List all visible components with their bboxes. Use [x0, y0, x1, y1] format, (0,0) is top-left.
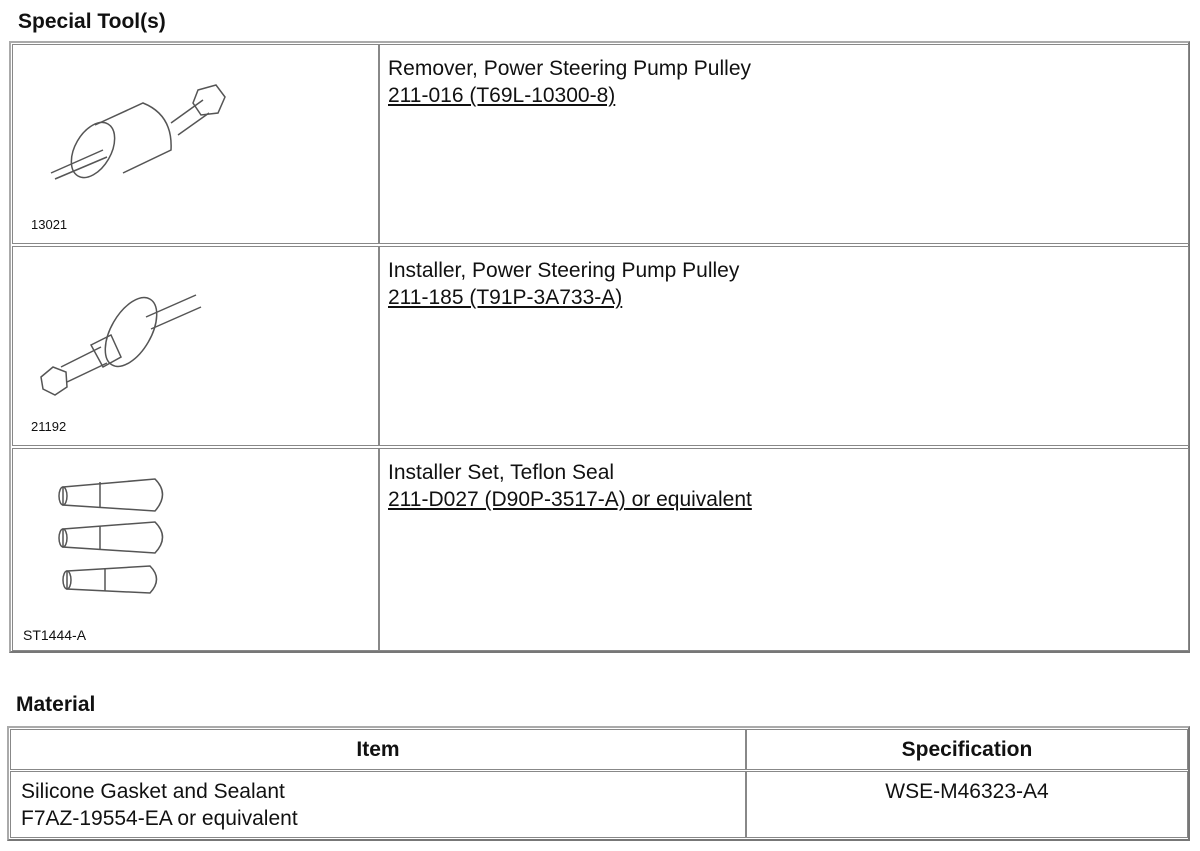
tool-part-suffix: or equivalent	[625, 488, 752, 511]
header-item-cell: Item	[10, 729, 746, 770]
tool-image-code: ST1444-A	[23, 627, 87, 643]
tool-description-cell: Remover, Power Steering Pump Pulley 211-…	[379, 44, 1189, 244]
material-title: Material	[16, 693, 96, 716]
tool-name: Installer, Power Steering Pump Pulley	[388, 259, 740, 282]
tool-image-cell: 13021	[12, 44, 379, 244]
tool-part-number-link[interactable]: 211-D027 (D90P-3517-A)	[388, 488, 626, 511]
tool-image-cell: 21192	[12, 246, 379, 446]
seal-installer-set-illustration	[58, 478, 164, 594]
pulley-remover-illustration	[50, 84, 226, 180]
tool-description-cell: Installer, Power Steering Pump Pulley 21…	[379, 246, 1189, 446]
material-item-name: Silicone Gasket and Sealant	[21, 780, 285, 803]
tool-image-code: 13021	[31, 217, 68, 232]
tool-part-line: 211-D027 (D90P-3517-A) or equivalent	[388, 486, 752, 513]
tool-part-line: 211-185 (T91P-3A733-A)	[388, 284, 622, 311]
tool-name: Installer Set, Teflon Seal	[388, 461, 615, 484]
pulley-installer-illustration	[40, 294, 202, 396]
header-item: Item	[356, 738, 400, 761]
tool-image-cell: ST1444-A	[12, 448, 379, 651]
material-table: Item Specification Silicone Gasket and S…	[7, 726, 1190, 841]
material-item-cell: Silicone Gasket and Sealant F7AZ-19554-E…	[10, 771, 746, 838]
tool-part-number-link[interactable]: 211-016 (T69L-10300-8)	[388, 84, 616, 107]
header-specification: Specification	[901, 738, 1033, 761]
tool-part-line: 211-016 (T69L-10300-8)	[388, 82, 615, 109]
tool-part-number-link[interactable]: 211-185 (T91P-3A733-A)	[388, 286, 623, 309]
tool-name: Remover, Power Steering Pump Pulley	[388, 57, 751, 80]
tool-description-cell: Installer Set, Teflon Seal 211-D027 (D90…	[379, 448, 1189, 651]
special-tools-table: 13021 Remover, Power Steering Pump Pulle…	[9, 41, 1190, 653]
tool-image-code: 21192	[31, 419, 67, 434]
material-item-part: F7AZ-19554-EA or equivalent	[21, 807, 298, 830]
material-specification: WSE-M46323-A4	[885, 780, 1049, 803]
header-specification-cell: Specification	[746, 729, 1188, 770]
special-tools-title: Special Tool(s)	[18, 10, 166, 33]
material-spec-cell: WSE-M46323-A4	[746, 771, 1188, 838]
